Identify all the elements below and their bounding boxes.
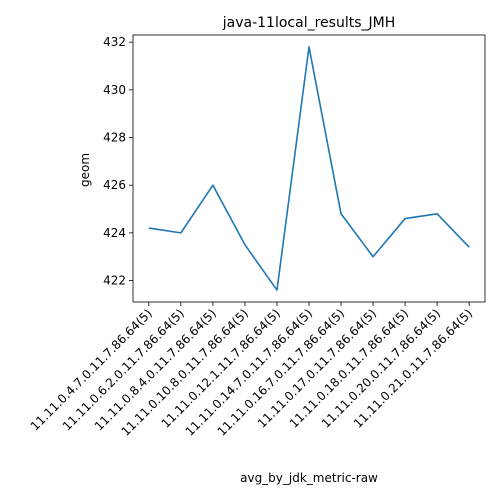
x-axis-label: avg_by_jdk_metric-raw	[240, 471, 378, 485]
y-tick-label: 424	[103, 226, 126, 240]
y-tick-label: 428	[103, 131, 126, 145]
y-axis-label: geom	[78, 153, 92, 187]
y-tick-label: 430	[103, 83, 126, 97]
series-line	[148, 46, 470, 291]
plot-area: 42242442642843043211.11.0.4.7.0.11.7.86.…	[28, 34, 486, 439]
chart-title: java-11local_results_JMH	[222, 15, 395, 31]
y-tick-label: 422	[103, 274, 126, 288]
y-tick-label: 432	[103, 35, 126, 49]
plot-frame	[132, 34, 486, 303]
y-tick-label: 426	[103, 178, 126, 192]
